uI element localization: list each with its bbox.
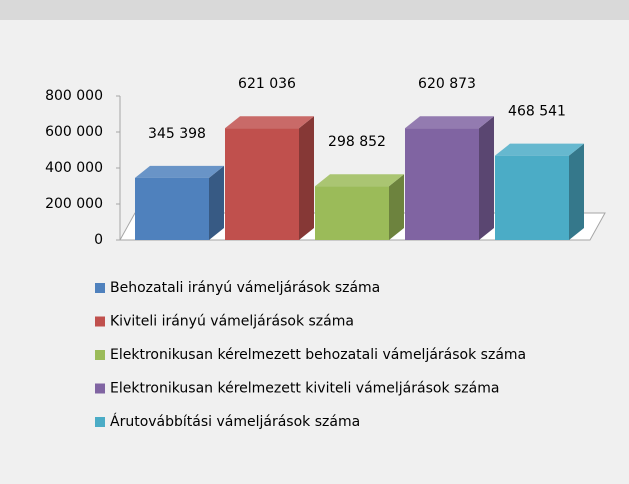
legend-label: Elektronikusan kérelmezett kiviteli váme… bbox=[110, 381, 499, 397]
value-label: 298 852 bbox=[328, 134, 386, 150]
legend-label: Kiviteli irányú vámeljárások száma bbox=[110, 314, 354, 330]
bar-top bbox=[225, 116, 314, 129]
bar-top bbox=[495, 143, 584, 156]
legend-label: Árutovábbítási vámeljárások száma bbox=[110, 413, 360, 430]
bar bbox=[135, 177, 209, 240]
value-label: 345 398 bbox=[148, 126, 206, 142]
value-label: 621 036 bbox=[238, 76, 296, 92]
legend-label: Behozatali irányú vámeljárások száma bbox=[110, 280, 380, 296]
bar bbox=[495, 155, 569, 240]
y-tick-label: 800 000 bbox=[45, 88, 103, 104]
legend-swatch bbox=[95, 383, 105, 394]
legend-label: Elektronikusan kérelmezett behozatali vá… bbox=[110, 347, 526, 363]
bar bbox=[315, 186, 389, 240]
y-tick-label: 600 000 bbox=[45, 124, 103, 140]
bar-top bbox=[405, 116, 494, 129]
y-tick-label: 0 bbox=[94, 232, 103, 248]
header-band bbox=[0, 0, 629, 20]
bar bbox=[225, 128, 299, 240]
bar-side bbox=[389, 174, 404, 240]
legend-swatch bbox=[95, 283, 105, 293]
bar-side bbox=[209, 165, 224, 240]
value-label: 620 873 bbox=[418, 76, 476, 92]
bar-top bbox=[135, 165, 224, 178]
legend-swatch bbox=[95, 350, 105, 360]
legend-swatch bbox=[95, 417, 105, 427]
bar-top bbox=[315, 174, 404, 187]
bar-side bbox=[569, 143, 584, 240]
legend-swatch bbox=[95, 316, 105, 327]
value-label: 468 541 bbox=[508, 104, 566, 120]
bar-side bbox=[299, 116, 314, 240]
y-tick-label: 200 000 bbox=[45, 196, 103, 212]
bar-side bbox=[479, 116, 494, 240]
y-tick-label: 400 000 bbox=[45, 160, 103, 176]
bar bbox=[405, 128, 479, 240]
